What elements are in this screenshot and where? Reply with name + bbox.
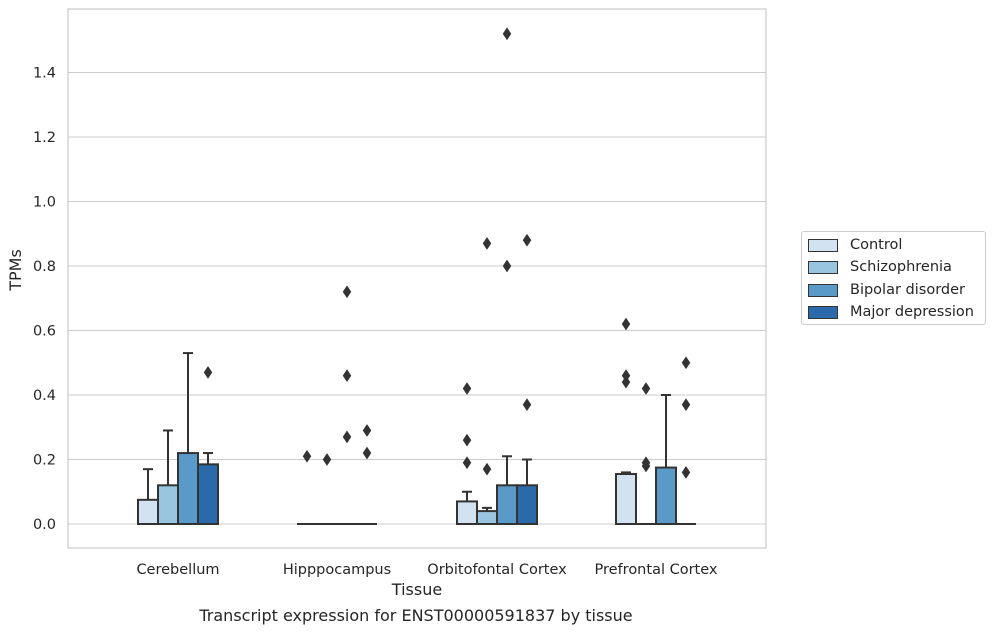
y-tick-label: 1.4 <box>33 66 56 82</box>
legend-swatch-schizophrenia <box>808 260 838 274</box>
outlier-point <box>203 365 213 379</box>
outlier-point <box>681 356 691 370</box>
box-body <box>456 500 478 525</box>
legend-item-control: Control <box>808 235 902 255</box>
box-bipolar-disorder <box>177 352 199 525</box>
box-bipolar-disorder <box>337 285 357 525</box>
outlier-point <box>362 424 372 437</box>
x-tick-label: Prefrontal Cortex <box>595 562 718 578</box>
outlier-point <box>342 430 352 444</box>
outlier-point <box>502 27 512 41</box>
chart-caption: Transcript expression for ENST0000059183… <box>199 606 633 625</box>
y-tick-label: 1.2 <box>33 130 56 146</box>
box-marks <box>137 27 696 526</box>
outlier-point <box>342 285 352 299</box>
y-tick-label: 1.0 <box>33 195 56 211</box>
box-control <box>456 382 478 525</box>
box-major-depression <box>357 424 377 525</box>
box-body <box>655 466 677 525</box>
box-body <box>615 473 637 526</box>
box-body <box>137 498 159 525</box>
grid-lines <box>68 71 766 525</box>
box-bipolar-disorder <box>496 27 518 525</box>
y-tick-label: 0.4 <box>33 388 56 404</box>
outlier-point <box>621 317 631 331</box>
box-control <box>615 317 637 526</box>
outlier-point <box>302 449 312 463</box>
box-bipolar-disorder <box>655 394 677 525</box>
x-tick-label: Orbitofontal Cortex <box>427 562 567 578</box>
legend-swatch-major-depression <box>808 305 838 319</box>
outlier-point <box>362 446 372 460</box>
box-body <box>157 484 179 525</box>
box-body <box>476 510 498 526</box>
legend: Control Schizophrenia Bipolar disorder M… <box>801 231 986 325</box>
outlier-point <box>462 433 472 447</box>
box-body <box>177 452 199 525</box>
outlier-point <box>522 398 532 412</box>
outlier-point <box>482 236 492 250</box>
box-major-depression <box>516 233 538 525</box>
x-tick-labels: Cerebellum Hipppocampus Orbitofontal Corte… <box>136 562 717 578</box>
outlier-point <box>681 465 691 479</box>
y-tick-label: 0.2 <box>33 453 56 469</box>
y-tick-label: 0.0 <box>33 517 56 533</box>
outlier-point <box>482 462 492 476</box>
outlier-point <box>322 453 332 466</box>
legend-swatch-control <box>808 238 838 252</box>
x-tick-label: Hipppocampus <box>283 562 391 578</box>
box-control <box>297 449 317 525</box>
legend-label-schizophrenia: Schizophrenia <box>850 259 952 275</box>
outlier-point <box>641 382 651 396</box>
x-tick-label: Cerebellum <box>136 562 219 578</box>
outlier-point <box>462 456 472 470</box>
y-tick-labels: 0.0 0.2 0.4 0.6 0.8 1.0 1.2 1.4 <box>33 66 56 534</box>
outlier-point <box>621 369 631 383</box>
legend-item-major-depression: Major depression <box>808 302 974 322</box>
legend-item-bipolar-disorder: Bipolar disorder <box>808 280 965 300</box>
box-major-depression <box>197 365 219 525</box>
box-schizophrenia <box>636 382 656 525</box>
legend-label-bipolar-disorder: Bipolar disorder <box>850 282 965 298</box>
box-body <box>516 484 538 525</box>
y-tick-label: 0.8 <box>33 259 56 275</box>
outlier-point <box>502 259 512 273</box>
legend-label-major-depression: Major depression <box>850 304 974 320</box>
legend-label-control: Control <box>850 237 903 253</box>
outlier-point <box>342 369 352 383</box>
box-schizophrenia <box>317 453 337 525</box>
outlier-point <box>522 233 532 247</box>
y-tick-label: 0.6 <box>33 324 56 340</box>
box-control <box>137 468 159 525</box>
x-axis-title: Tissue <box>391 580 442 599</box>
box-major-depression <box>676 356 696 525</box>
box-body <box>496 484 518 525</box>
legend-item-schizophrenia: Schizophrenia <box>808 257 952 277</box>
plot-frame <box>67 8 767 549</box>
y-axis-title: TPMs <box>6 249 25 292</box>
outlier-point <box>641 456 651 470</box>
outlier-point <box>462 382 472 396</box>
box-schizophrenia <box>157 429 179 525</box>
box-schizophrenia <box>476 236 498 526</box>
box-body <box>197 463 219 525</box>
legend-swatch-bipolar-disorder <box>808 283 838 297</box>
outlier-point <box>681 398 691 412</box>
